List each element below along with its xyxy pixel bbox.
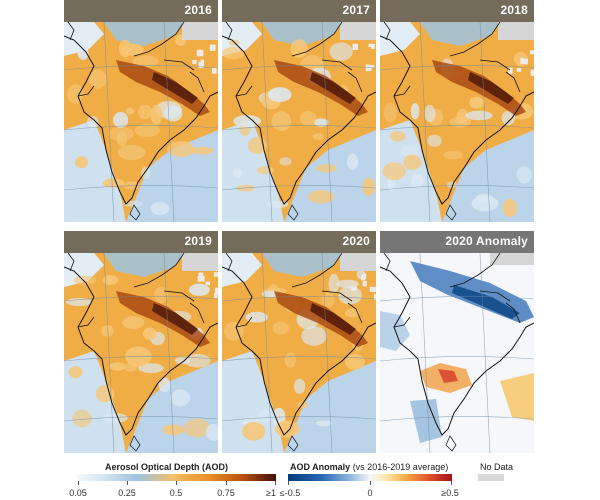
panel-title: 2020 <box>342 234 370 248</box>
no-data-label: No Data <box>480 462 514 472</box>
anomaly-tick-label: ≤-0.5 <box>279 488 301 498</box>
map-panel-2019: 2019 <box>64 231 218 453</box>
aod-legend-title: Aerosol Optical Depth (AOD) <box>105 462 229 472</box>
panel-title: 2016 <box>184 3 212 17</box>
aod-map-2020 <box>222 231 376 453</box>
anomaly-tick-mark <box>288 481 289 485</box>
map-panel-2018: 2018 <box>380 0 534 222</box>
panel-title-bar: 2020 Anomaly <box>380 231 534 253</box>
anomaly-tick-mark <box>451 481 452 485</box>
aod-tick-label: ≥1 <box>266 488 276 498</box>
panel-title-bar: 2017 <box>222 0 376 22</box>
panel-title: 2019 <box>184 234 212 248</box>
panel-title: 2020 Anomaly <box>445 234 528 248</box>
map-panel-2017: 2017 <box>222 0 376 222</box>
aod-anomaly-map-2020 <box>380 231 534 453</box>
panel-title-bar: 2016 <box>64 0 218 22</box>
anomaly-legend-title: AOD Anomaly (vs 2016-2019 average) <box>290 462 449 472</box>
aod-tick-mark <box>127 481 128 485</box>
panel-title: 2017 <box>342 3 370 17</box>
aod-tick-mark <box>226 481 227 485</box>
panel-title-bar: 2018 <box>380 0 534 22</box>
anomaly-tick-mark <box>370 481 371 485</box>
aod-tick-mark <box>78 481 79 485</box>
panel-title-bar: 2020 <box>222 231 376 253</box>
no-data-swatch <box>478 474 504 481</box>
aod-tick-label: 0.25 <box>118 488 136 498</box>
panel-title: 2018 <box>500 3 528 17</box>
map-panel-2020: 2020 <box>222 231 376 453</box>
aod-color-scale <box>78 474 276 481</box>
aod-map-2018 <box>380 0 534 222</box>
aod-map-2019 <box>64 231 218 453</box>
aod-map-2016 <box>64 0 218 222</box>
panel-title-bar: 2019 <box>64 231 218 253</box>
anomaly-tick-label: 0 <box>367 488 373 498</box>
anomaly-tick-label: ≥0.5 <box>441 488 459 498</box>
aod-tick-label: 0.75 <box>217 488 235 498</box>
aod-map-2017 <box>222 0 376 222</box>
map-panel-2016: 2016 <box>64 0 218 222</box>
aod-tick-mark <box>275 481 276 485</box>
aod-tick-label: 0.05 <box>69 488 87 498</box>
anomaly-color-scale <box>288 474 452 481</box>
aod-tick-mark <box>176 481 177 485</box>
aod-tick-label: 0.5 <box>169 488 183 498</box>
map-panel-2020-anomaly: 2020 Anomaly <box>380 231 534 453</box>
